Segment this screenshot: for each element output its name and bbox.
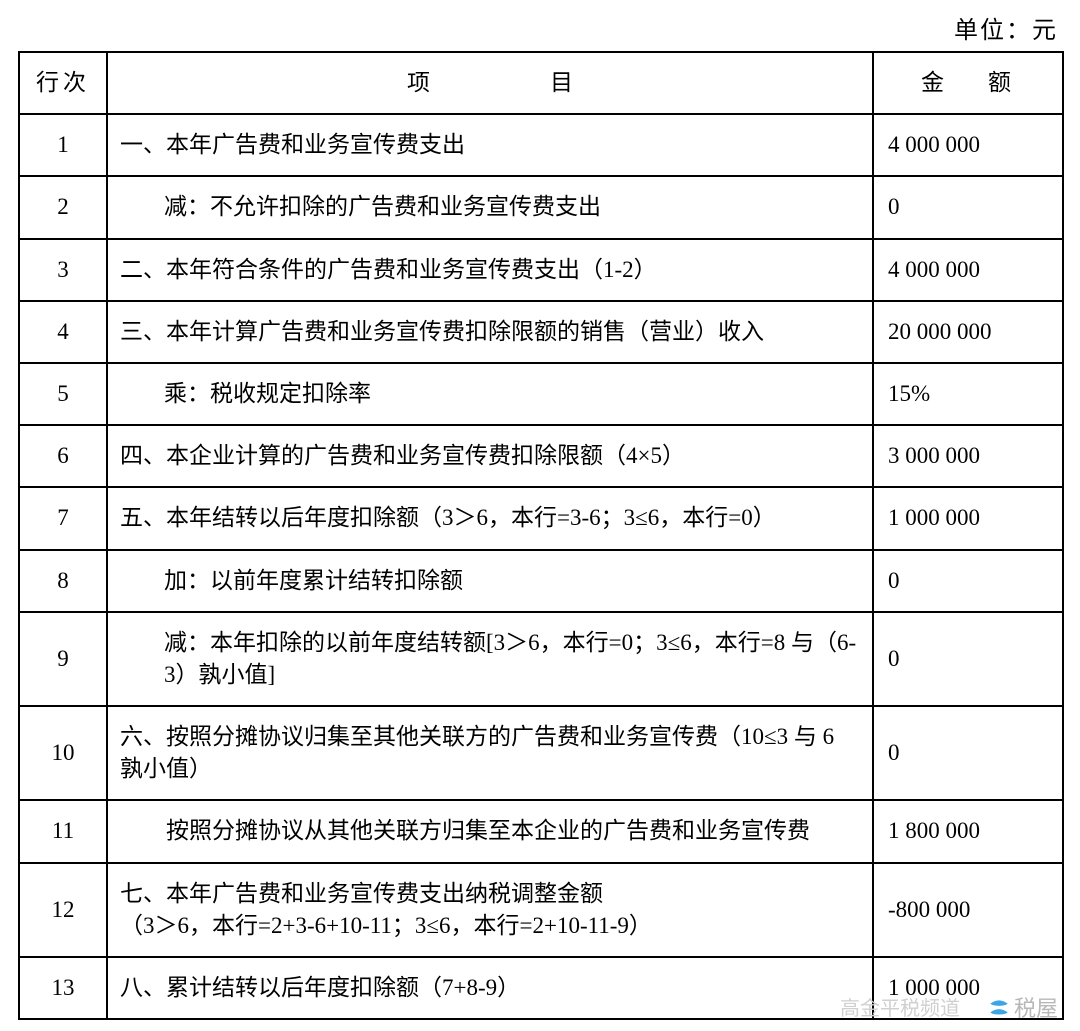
row-item: 八、累计结转以后年度扣除额（7+8-9） (107, 957, 873, 1019)
row-amount: 0 (873, 176, 1063, 238)
row-amount: 0 (873, 612, 1063, 706)
row-number: 5 (19, 363, 107, 425)
row-item: 二、本年符合条件的广告费和业务宣传费支出（1-2） (107, 239, 873, 301)
logo-icon (986, 993, 1012, 1020)
header-item-b: 目 (550, 70, 573, 95)
watermark-secondary: 高金平税频道 (840, 992, 960, 1021)
header-amount-b: 额 (988, 70, 1015, 95)
row-amount: 20 000 000 (873, 301, 1063, 363)
table-row: 6四、本企业计算的广告费和业务宣传费扣除限额（4×5）3 000 000 (19, 425, 1063, 487)
row-amount: 4 000 000 (873, 239, 1063, 301)
row-amount: 1 000 000 (873, 487, 1063, 549)
row-number: 10 (19, 706, 107, 800)
row-item: 加：以前年度累计结转扣除额 (107, 550, 873, 612)
table-row: 3二、本年符合条件的广告费和业务宣传费支出（1-2）4 000 000 (19, 239, 1063, 301)
row-number: 11 (19, 800, 107, 862)
row-amount: 1 800 000 (873, 800, 1063, 862)
row-number: 9 (19, 612, 107, 706)
table-row: 2减：不允许扣除的广告费和业务宣传费支出0 (19, 176, 1063, 238)
row-number: 4 (19, 301, 107, 363)
table-row: 7五、本年结转以后年度扣除额（3＞6，本行=3-6；3≤6，本行=0）1 000… (19, 487, 1063, 549)
table-row: 8加：以前年度累计结转扣除额0 (19, 550, 1063, 612)
row-item: 三、本年计算广告费和业务宣传费扣除限额的销售（营业）收入 (107, 301, 873, 363)
row-item: 减：不允许扣除的广告费和业务宣传费支出 (107, 176, 873, 238)
row-number: 1 (19, 114, 107, 176)
row-number: 3 (19, 239, 107, 301)
table-row: 12七、本年广告费和业务宣传费支出纳税调整金额（3＞6，本行=2+3-6+10-… (19, 863, 1063, 957)
row-item: 一、本年广告费和业务宣传费支出 (107, 114, 873, 176)
watermark-text: 税屋 (1014, 991, 1058, 1023)
row-number: 13 (19, 957, 107, 1019)
table-row: 4三、本年计算广告费和业务宣传费扣除限额的销售（营业）收入20 000 000 (19, 301, 1063, 363)
tax-table: 行次 项目 金额 1一、本年广告费和业务宣传费支出4 000 0002减：不允许… (18, 51, 1064, 1020)
table-row: 10六、按照分摊协议归集至其他关联方的广告费和业务宣传费（10≤3 与 6 孰小… (19, 706, 1063, 800)
row-item: 六、按照分摊协议归集至其他关联方的广告费和业务宣传费（10≤3 与 6 孰小值） (107, 706, 873, 800)
table-row: 1一、本年广告费和业务宣传费支出4 000 000 (19, 114, 1063, 176)
header-rownum: 行次 (19, 52, 107, 114)
row-amount: 0 (873, 706, 1063, 800)
watermark-main: 税屋 (986, 991, 1058, 1023)
row-item: 减：本年扣除的以前年度结转额[3＞6，本行=0；3≤6，本行=8 与（6-3）孰… (107, 612, 873, 706)
row-amount: 3 000 000 (873, 425, 1063, 487)
row-number: 6 (19, 425, 107, 487)
row-number: 7 (19, 487, 107, 549)
header-row: 行次 项目 金额 (19, 52, 1063, 114)
row-number: 8 (19, 550, 107, 612)
row-item: 五、本年结转以后年度扣除额（3＞6，本行=3-6；3≤6，本行=0） (107, 487, 873, 549)
row-number: 2 (19, 176, 107, 238)
row-amount: -800 000 (873, 863, 1063, 957)
header-item: 项目 (107, 52, 873, 114)
row-item: 乘：税收规定扣除率 (107, 363, 873, 425)
table-row: 5乘：税收规定扣除率15% (19, 363, 1063, 425)
row-amount: 0 (873, 550, 1063, 612)
row-item: 四、本企业计算的广告费和业务宣传费扣除限额（4×5） (107, 425, 873, 487)
header-item-a: 项 (407, 70, 430, 95)
row-number: 12 (19, 863, 107, 957)
table-row: 9减：本年扣除的以前年度结转额[3＞6，本行=0；3≤6，本行=8 与（6-3）… (19, 612, 1063, 706)
header-amount: 金额 (873, 52, 1063, 114)
row-item: 七、本年广告费和业务宣传费支出纳税调整金额（3＞6，本行=2+3-6+10-11… (107, 863, 873, 957)
table-row: 11 按照分摊协议从其他关联方归集至本企业的广告费和业务宣传费1 800 000 (19, 800, 1063, 862)
unit-label: 单位：元 (18, 10, 1062, 45)
row-amount: 15% (873, 363, 1063, 425)
row-item: 按照分摊协议从其他关联方归集至本企业的广告费和业务宣传费 (107, 800, 873, 862)
header-amount-a: 金 (921, 70, 948, 95)
row-amount: 4 000 000 (873, 114, 1063, 176)
